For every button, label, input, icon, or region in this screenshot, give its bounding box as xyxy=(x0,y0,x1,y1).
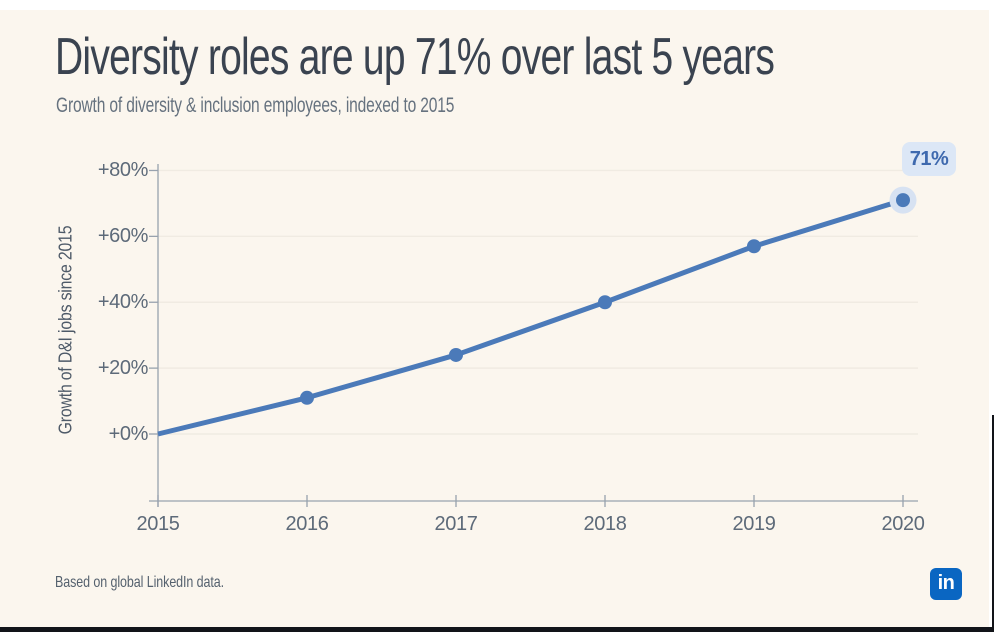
data-line xyxy=(157,197,904,437)
x-tick-label: 2015 xyxy=(136,513,180,535)
linkedin-logo-text: in xyxy=(937,572,955,594)
value-annotation-badge: 71% xyxy=(902,142,956,176)
data-point xyxy=(896,193,910,208)
x-tick-label: 2019 xyxy=(732,513,776,535)
data-point xyxy=(747,239,761,254)
right-edge-border xyxy=(992,415,994,632)
page-subtitle-text: Growth of diversity & inclusion employee… xyxy=(56,94,455,117)
page-title: Diversity roles are up 71% over last 5 y… xyxy=(55,27,994,87)
page-subtitle: Growth of diversity & inclusion employee… xyxy=(56,94,594,118)
y-tick-label: +40% xyxy=(97,291,149,313)
y-axis-label: Growth of D&I jobs since 2015 xyxy=(55,225,76,435)
y-tick-label: +20% xyxy=(97,357,149,379)
data-point xyxy=(300,390,314,405)
x-tick-label: 2018 xyxy=(583,513,627,535)
x-tick-label: 2020 xyxy=(881,513,925,535)
y-tick-label: +0% xyxy=(108,423,149,445)
page-title-text: Diversity roles are up 71% over last 5 y… xyxy=(55,28,775,86)
bottom-border xyxy=(0,627,994,632)
value-annotation-text: 71% xyxy=(909,147,949,170)
data-point xyxy=(449,347,463,362)
y-tick-label: +60% xyxy=(97,225,149,247)
x-tick-label: 2017 xyxy=(434,513,478,535)
y-tick-label: +80% xyxy=(97,159,149,181)
source-note-text: Based on global LinkedIn data. xyxy=(55,574,225,591)
x-tick-label: 2016 xyxy=(285,513,329,535)
linkedin-logo-icon: in xyxy=(930,568,962,600)
data-point xyxy=(598,295,612,310)
card-background xyxy=(0,10,989,627)
source-note: Based on global LinkedIn data. xyxy=(55,574,272,592)
